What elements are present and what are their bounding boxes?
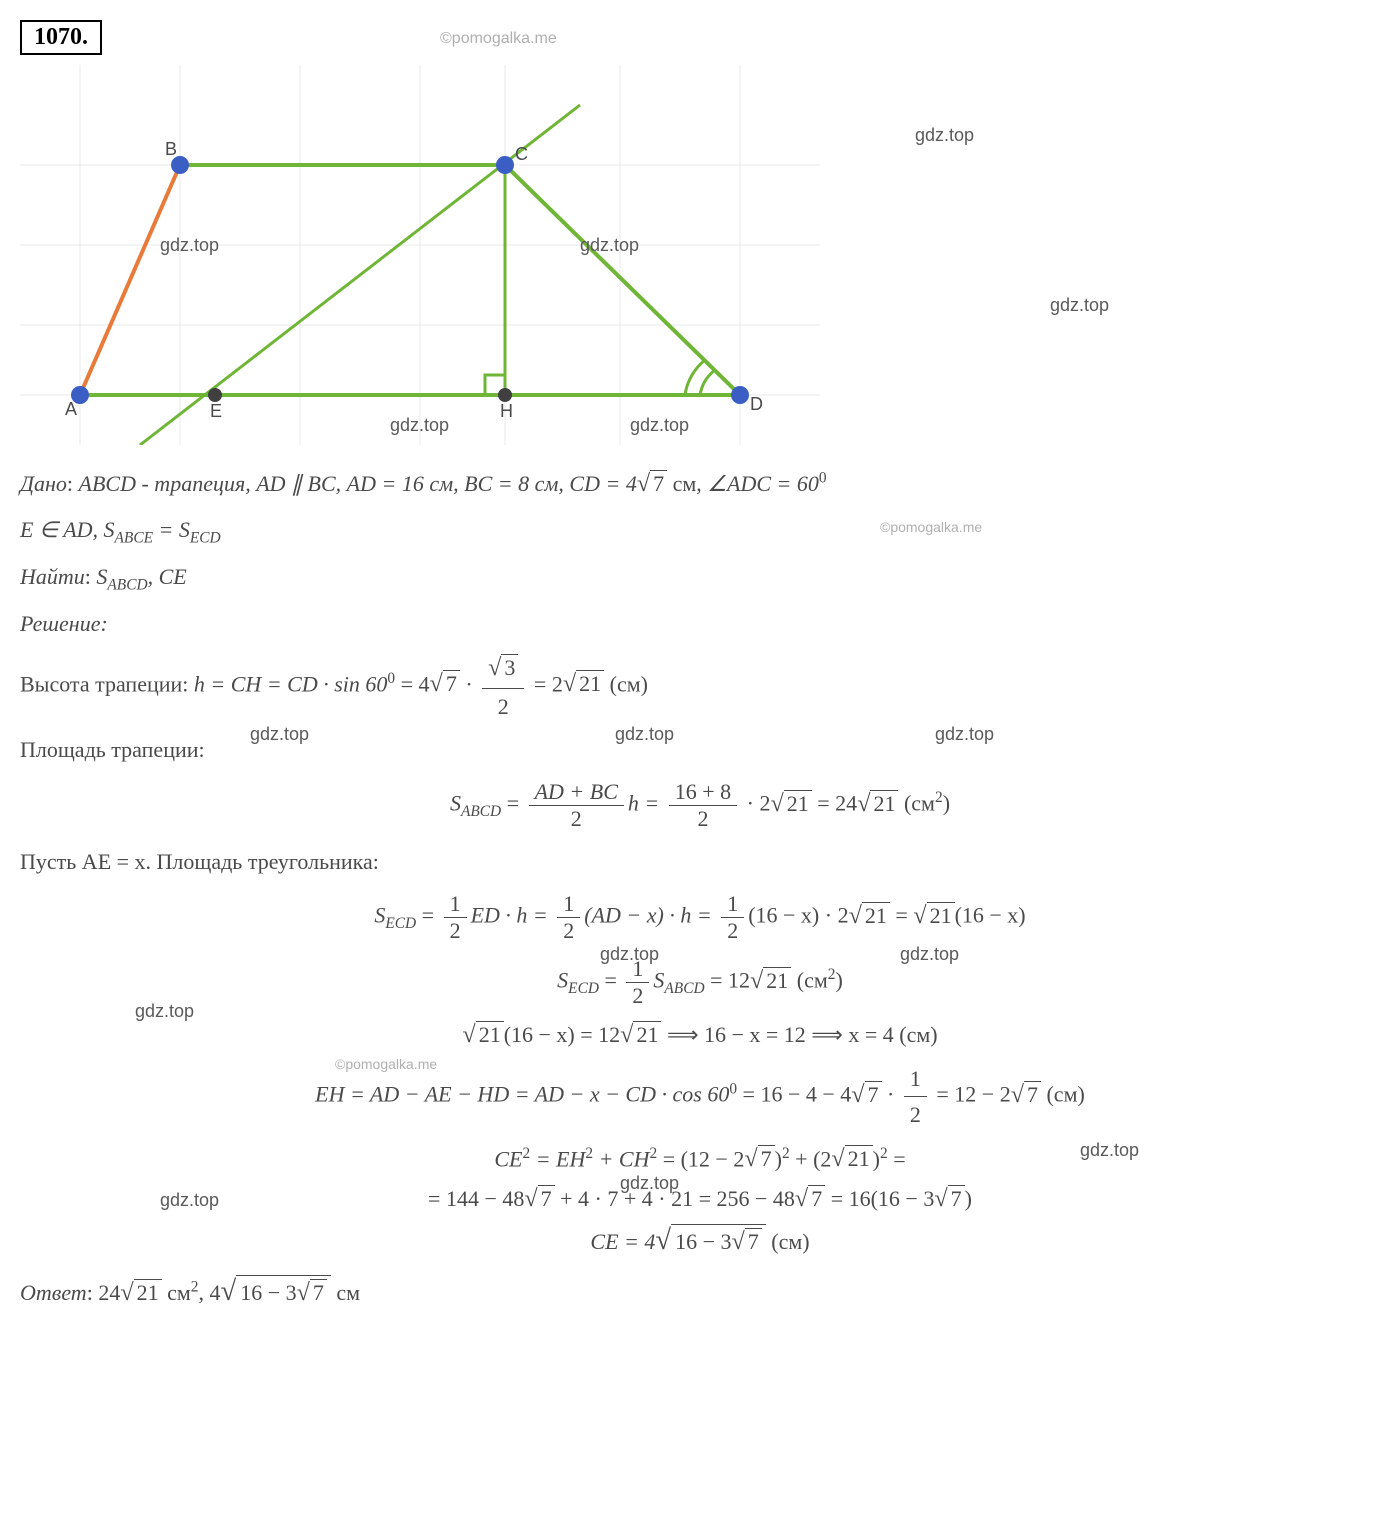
given-line2: E ∈ AD, SABCE = SECD ©pomogalka.me (20, 512, 1380, 551)
ce-squared: CE2 = EH2 + CH2 = (12 − 2√7)2 + (2√21)2 … (20, 1145, 1380, 1173)
watermark: gdz.top (630, 415, 689, 436)
watermark: gdz.top (600, 944, 659, 965)
geometry-diagram: A B C D E H (20, 65, 820, 445)
copyright-inline: ©pomogalka.me (880, 516, 982, 538)
svg-text:B: B (165, 139, 177, 159)
svg-text:A: A (65, 399, 77, 419)
given-line1: Дано: ABCD - трапеция, AD ∥ BC, AD = 16 … (20, 465, 1380, 504)
watermark: gdz.top (390, 415, 449, 436)
watermark: gdz.top (250, 724, 309, 745)
watermark: gdz.top (160, 235, 219, 256)
problem-number: 1070. (20, 20, 102, 55)
watermark: gdz.top (160, 1190, 219, 1211)
svg-text:E: E (210, 401, 222, 421)
s-ecd-formula: SECD = 12ED · h = 12(AD − x) · h = 12(16… (20, 891, 1380, 944)
watermark: gdz.top (135, 1001, 194, 1022)
svg-text:C: C (515, 144, 528, 164)
ce-squared-line2: gdz.top = 144 − 48√7 + 4 · 7 + 4 · 21 = … (20, 1185, 1380, 1213)
solution-label: Решение: (20, 606, 1380, 641)
solve-x: √21(16 − x) = 12√21 ⟹ 16 − x = 12 ⟹ x = … (20, 1021, 1380, 1049)
copyright-inline-2: ©pomogalka.me (335, 1056, 437, 1072)
watermark: gdz.top (580, 235, 639, 256)
copyright-top: ©pomogalka.me (440, 30, 557, 48)
area-trap-label: Площадь трапеции: (20, 732, 1380, 767)
watermark: gdz.top (1080, 1140, 1139, 1161)
find-line: Найти: SABCD, CE (20, 559, 1380, 598)
watermark: gdz.top (900, 944, 959, 965)
watermark: gdz.top (1050, 295, 1109, 316)
svg-text:H: H (500, 401, 513, 421)
diagram: A B C D E H gdz.top gdz.top gdz.top gdz.… (20, 65, 820, 445)
let-ae: Пусть AE = x. Площадь треугольника: (20, 844, 1380, 879)
ce-final: CE = 4√16 − 3√7 (см) (20, 1225, 1380, 1257)
watermark: gdz.top (915, 125, 974, 146)
s-ecd-half: SECD = 12SABCD = 12√21 (см2) (20, 956, 1380, 1009)
svg-text:D: D (750, 394, 763, 414)
watermark: gdz.top (615, 724, 674, 745)
area-trap-formula: SABCD = AD + BC2h = 16 + 82 · 2√21 = 24√… (20, 779, 1380, 832)
watermark: gdz.top (935, 724, 994, 745)
answer-line: Ответ: 24√21 см2, 4√16 − 3√7 см (20, 1269, 1380, 1315)
eh-formula: EH = AD − AE − HD = AD − x − CD · cos 60… (20, 1061, 1380, 1132)
height-line: Высота трапеции: h = CH = CD · sin 600 =… (20, 649, 1380, 724)
